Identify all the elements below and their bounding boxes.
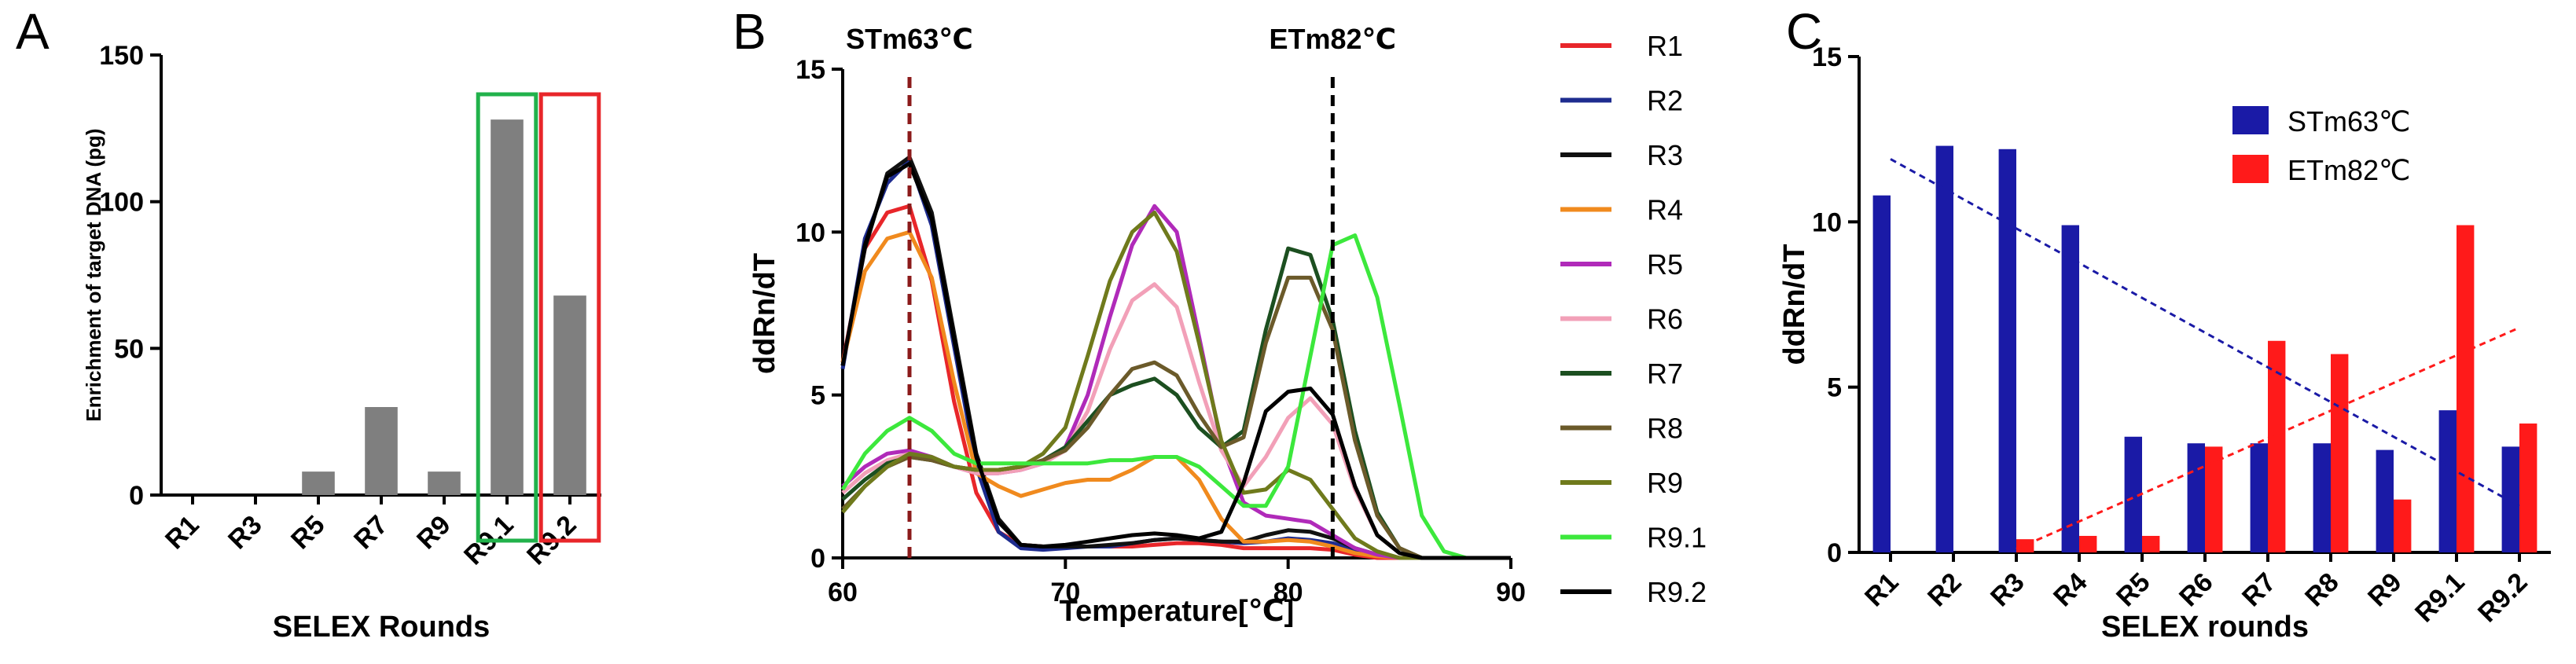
b-legend-label: R9 bbox=[1647, 467, 1683, 499]
a-y-title: Enrichment of target DNA (pg) bbox=[82, 128, 105, 421]
a-x-tick-label: R3 bbox=[222, 510, 268, 556]
a-x-tick-label: R7 bbox=[348, 510, 394, 556]
b-legend-label: R5 bbox=[1647, 248, 1683, 281]
b-y-tick-label: 10 bbox=[796, 218, 825, 248]
c-legend-label: ETm82℃ bbox=[2288, 154, 2410, 186]
c-bar-stm-r4 bbox=[2061, 225, 2079, 552]
b-legend-label: R8 bbox=[1647, 413, 1683, 445]
a-y-tick-label: 150 bbox=[99, 41, 144, 71]
panel-letter-c: C bbox=[1786, 3, 1822, 60]
c-y-tick-label: 10 bbox=[1812, 207, 1842, 237]
b-legend-label: R6 bbox=[1647, 303, 1683, 336]
b-series-line-r9-2 bbox=[840, 161, 1511, 560]
c-y-title: ddRn/dT bbox=[1778, 244, 1811, 365]
c-x-tick-label: R2 bbox=[1922, 567, 1968, 613]
b-y-tick-label: 0 bbox=[810, 544, 825, 574]
a-x-tick-label: R5 bbox=[285, 510, 331, 556]
c-x-tick-label: R4 bbox=[2048, 567, 2093, 613]
c-bar-stm-r6 bbox=[2187, 443, 2205, 552]
c-bar-etm-r7 bbox=[2268, 340, 2286, 552]
a-y-tick-label: 100 bbox=[99, 188, 144, 218]
a-y-tick-label: 50 bbox=[114, 334, 144, 364]
c-bar-stm-r2 bbox=[1935, 145, 1953, 552]
a-bar-r9-1 bbox=[491, 119, 524, 495]
c-bar-etm-r6 bbox=[2205, 446, 2223, 552]
c-bar-stm-r9-2 bbox=[2501, 446, 2519, 552]
panel-letter-b: B bbox=[733, 3, 766, 60]
c-y-tick-label: 5 bbox=[1827, 373, 1842, 403]
a-highlight-box bbox=[538, 92, 601, 543]
panel-b-legend: R1 R2 R3 R4 R5 R6 R7 R8 R9 R9.1 R9.2 bbox=[1560, 30, 1707, 608]
c-bar-stm-r3 bbox=[1998, 149, 2016, 552]
c-legend-label: STm63℃ bbox=[2288, 105, 2410, 138]
b-annotation-label: ETm82℃ bbox=[1270, 23, 1397, 55]
b-y-tick-label: 15 bbox=[796, 55, 825, 85]
a-x-tick-label: R1 bbox=[160, 510, 205, 556]
c-bar-etm-r3 bbox=[2016, 539, 2034, 552]
c-x-tick-label: R3 bbox=[1985, 567, 2030, 613]
c-trendline bbox=[1890, 158, 2520, 508]
b-legend-label: R7 bbox=[1647, 358, 1683, 390]
a-highlight-box bbox=[476, 92, 538, 543]
b-legend-label: R3 bbox=[1647, 139, 1683, 171]
c-x-tick-label: R5 bbox=[2111, 567, 2156, 613]
b-series-line-r8 bbox=[841, 275, 1511, 560]
b-legend-label: R2 bbox=[1647, 85, 1683, 117]
b-series-line-r3 bbox=[840, 155, 1511, 560]
c-x-tick-label: R1 bbox=[1859, 567, 1905, 613]
b-series-line-r2 bbox=[840, 158, 1511, 560]
panel-b-chart: 0 5 10 15 60 70 80 90 STm63℃ ETm82℃ Temperature[℃]… bbox=[748, 23, 1526, 628]
a-x-title: SELEX Rounds bbox=[273, 611, 491, 644]
a-y-tick-label: 0 bbox=[129, 481, 144, 511]
c-trendline bbox=[2016, 326, 2520, 551]
a-bar-r9 bbox=[428, 471, 461, 495]
c-x-tick-label: R9 bbox=[2362, 567, 2408, 613]
b-series-line-r9 bbox=[841, 211, 1511, 560]
c-bar-etm-r9-1 bbox=[2457, 225, 2475, 552]
c-legend-swatch bbox=[2232, 106, 2269, 134]
c-x-tick-label: R7 bbox=[2236, 567, 2282, 613]
b-x-tick-label: 60 bbox=[828, 578, 858, 607]
c-x-tick-label: R9.1 bbox=[2409, 567, 2471, 629]
b-x-tick-label: 90 bbox=[1496, 578, 1526, 607]
c-y-tick-label: 15 bbox=[1812, 42, 1842, 72]
a-bar-r7 bbox=[365, 407, 398, 495]
c-bar-etm-r5 bbox=[2142, 535, 2160, 552]
c-x-tick-label: R6 bbox=[2174, 567, 2219, 613]
c-bar-stm-r7 bbox=[2250, 443, 2268, 552]
c-x-tick-label: R9.2 bbox=[2472, 567, 2534, 629]
c-bar-stm-r1 bbox=[1872, 195, 1891, 552]
a-bar-r5 bbox=[302, 471, 335, 495]
c-legend-swatch bbox=[2232, 155, 2269, 183]
b-legend-label: R9.1 bbox=[1647, 522, 1707, 554]
b-x-tick-label: 80 bbox=[1273, 578, 1303, 607]
a-x-tick-label: R9 bbox=[411, 510, 457, 556]
c-bar-etm-r8 bbox=[2331, 354, 2349, 552]
c-bar-stm-r8 bbox=[2313, 443, 2331, 552]
b-legend-label: R9.2 bbox=[1647, 576, 1707, 608]
b-x-title: Temperature[℃] bbox=[1060, 595, 1295, 628]
a-bar-r9-2 bbox=[553, 295, 586, 495]
c-y-tick-label: 0 bbox=[1827, 538, 1842, 568]
c-bar-stm-r5 bbox=[2124, 436, 2142, 552]
b-x-tick-label: 70 bbox=[1050, 578, 1080, 607]
b-legend-label: R4 bbox=[1647, 194, 1683, 226]
b-series-line-r9-1 bbox=[840, 233, 1511, 560]
c-x-tick-label: R8 bbox=[2299, 567, 2345, 613]
c-bar-stm-r9-1 bbox=[2438, 410, 2457, 552]
b-y-tick-label: 5 bbox=[810, 381, 825, 411]
c-bar-etm-r4 bbox=[2079, 535, 2097, 552]
c-x-title: SELEX rounds bbox=[2101, 611, 2309, 644]
b-annotation-label: STm63℃ bbox=[846, 23, 973, 55]
c-bar-etm-r9-2 bbox=[2519, 423, 2537, 552]
b-y-title: ddRn/dT bbox=[748, 253, 781, 374]
panel-c-chart: 0 5 10 15 R1 R2 R3 R4 R5 R6 R7 R8 R9 R9.1 R9.2 STm63℃ ET… bbox=[1778, 42, 2551, 644]
c-bar-stm-r9 bbox=[2376, 449, 2394, 552]
c-bar-etm-r9 bbox=[2394, 499, 2412, 552]
panel-letter-a: A bbox=[16, 3, 50, 60]
b-legend-label: R1 bbox=[1647, 30, 1683, 62]
